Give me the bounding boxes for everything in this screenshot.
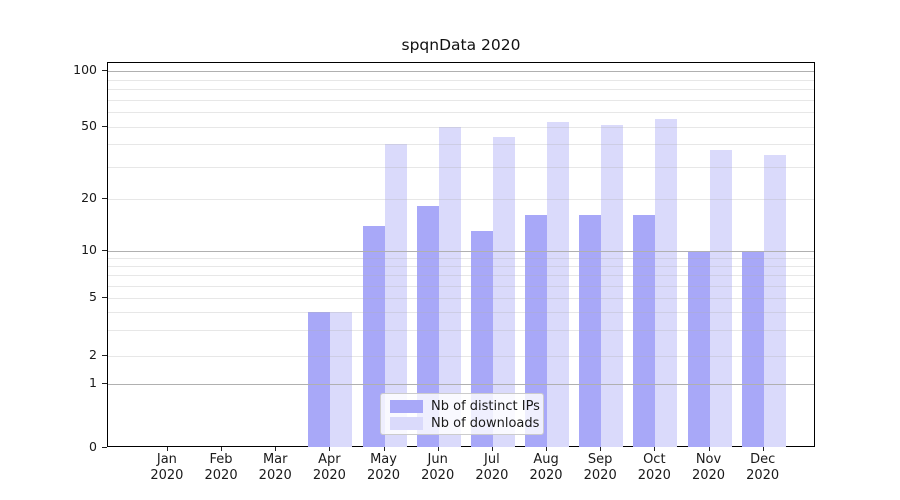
x-tick-mark-nov bbox=[708, 447, 710, 451]
minor-gridline-7 bbox=[108, 275, 814, 277]
bar-downloads bbox=[492, 136, 515, 447]
bar-downloads bbox=[763, 154, 786, 447]
x-tick-mark-jun bbox=[437, 447, 439, 451]
x-tick-label-year: 2020 bbox=[150, 468, 184, 483]
x-tick-label-year: 2020 bbox=[204, 468, 238, 483]
legend: Nb of distinct IPs Nb of downloads bbox=[380, 393, 544, 435]
y-tick-mark-2 bbox=[102, 354, 107, 356]
x-tick-label-feb: Feb 2020 bbox=[191, 452, 251, 484]
x-tick-label-year: 2020 bbox=[366, 468, 401, 483]
x-tick-mark-oct bbox=[654, 447, 656, 451]
y-tick-mark-10 bbox=[102, 250, 107, 251]
legend-swatch-downloads bbox=[390, 417, 423, 430]
x-tick-mark-dec bbox=[762, 447, 764, 451]
bar-distinct-ips bbox=[362, 225, 385, 447]
y-tick-label-100: 100 bbox=[73, 62, 97, 77]
legend-label-downloads: Nb of downloads bbox=[431, 416, 540, 431]
y-tick-label-10: 10 bbox=[81, 242, 97, 257]
x-tick-label-jan: Jan 2020 bbox=[137, 452, 197, 484]
legend-label-distinct-ips: Nb of distinct IPs bbox=[431, 399, 540, 414]
x-tick-label-sep: Sep 2020 bbox=[570, 452, 630, 484]
minor-gridline-50 bbox=[108, 127, 814, 128]
minor-gridline-9 bbox=[108, 258, 814, 260]
y-tick-label-0: 0 bbox=[89, 439, 97, 454]
x-tick-label-year: 2020 bbox=[583, 468, 617, 483]
major-gridline-10 bbox=[108, 251, 814, 252]
x-tick-mark-apr bbox=[329, 447, 331, 451]
legend-entry-distinct-ips: Nb of distinct IPs bbox=[390, 398, 540, 415]
bar-downloads bbox=[384, 144, 407, 447]
x-tick-label-year: 2020 bbox=[529, 468, 563, 483]
x-tick-label-apr: Apr 2020 bbox=[299, 452, 359, 484]
minor-gridline-80 bbox=[108, 89, 814, 91]
bar-distinct-ips bbox=[525, 215, 548, 447]
y-tick-label-2: 2 bbox=[89, 346, 97, 362]
bar-distinct-ips bbox=[416, 206, 439, 447]
minor-gridline-8 bbox=[108, 266, 814, 268]
bar-distinct-ips bbox=[579, 215, 602, 447]
legend-swatch-distinct-ips bbox=[390, 400, 423, 413]
y-tick-label-1: 1 bbox=[89, 375, 97, 390]
bar-downloads bbox=[547, 122, 570, 447]
x-tick-label-nov: Nov 2020 bbox=[679, 452, 739, 484]
x-tick-mark-jan bbox=[166, 447, 168, 451]
minor-gridline-20 bbox=[108, 198, 814, 200]
minor-gridline-40 bbox=[108, 144, 814, 146]
bar-downloads bbox=[438, 127, 461, 447]
minor-gridline-6 bbox=[108, 285, 814, 287]
y-tick-mark-20 bbox=[102, 197, 107, 199]
x-tick-label-may: May 2020 bbox=[354, 452, 414, 484]
y-tick-mark-5 bbox=[102, 297, 107, 298]
x-tick-mark-sep bbox=[600, 447, 602, 451]
x-tick-mark-may bbox=[383, 447, 385, 451]
bar-downloads bbox=[709, 150, 732, 447]
x-tick-label-year: 2020 bbox=[258, 468, 292, 483]
legend-entry-downloads: Nb of downloads bbox=[390, 415, 539, 432]
y-tick-label-20: 20 bbox=[81, 189, 97, 205]
plot-area bbox=[107, 62, 815, 447]
x-tick-label-mar: Mar 2020 bbox=[245, 452, 305, 484]
minor-gridline-5 bbox=[108, 298, 814, 299]
y-tick-mark-1 bbox=[102, 383, 107, 384]
x-tick-label-year: 2020 bbox=[746, 468, 780, 483]
minor-gridline-4 bbox=[108, 312, 814, 313]
x-tick-label-oct: Oct 2020 bbox=[624, 452, 684, 484]
bar-distinct-ips bbox=[633, 215, 656, 447]
y-tick-label-50: 50 bbox=[81, 118, 97, 133]
x-tick-label-year: 2020 bbox=[475, 468, 509, 483]
y-tick-mark-50 bbox=[102, 126, 107, 127]
minor-gridline-3 bbox=[108, 330, 814, 332]
minor-gridline-30 bbox=[108, 166, 814, 168]
x-tick-label-jul: Jul 2020 bbox=[462, 452, 522, 484]
x-tick-mark-aug bbox=[546, 447, 548, 451]
chart-title: spqnData 2020 bbox=[401, 36, 521, 54]
bar-downloads bbox=[601, 125, 624, 447]
bar-downloads bbox=[655, 119, 678, 447]
minor-gridline-60 bbox=[108, 112, 814, 114]
x-tick-label-year: 2020 bbox=[637, 468, 671, 483]
x-tick-label-year: 2020 bbox=[421, 468, 455, 483]
y-tick-mark-0 bbox=[102, 447, 107, 448]
x-tick-mark-feb bbox=[221, 447, 223, 451]
x-tick-label-year: 2020 bbox=[312, 468, 346, 483]
minor-gridline-2 bbox=[108, 355, 814, 357]
major-gridline-1 bbox=[108, 384, 814, 385]
x-tick-label-year: 2020 bbox=[691, 468, 726, 483]
bar-distinct-ips bbox=[308, 312, 331, 447]
major-gridline-100 bbox=[108, 71, 814, 72]
x-tick-mark-mar bbox=[275, 447, 277, 451]
y-tick-mark-100 bbox=[102, 70, 107, 71]
x-tick-mark-jul bbox=[491, 447, 493, 451]
bar-distinct-ips bbox=[741, 251, 764, 447]
minor-gridline-90 bbox=[108, 79, 814, 81]
bar-downloads bbox=[330, 312, 353, 447]
minor-gridline-70 bbox=[108, 99, 814, 101]
bar-distinct-ips bbox=[687, 251, 710, 447]
x-tick-label-jun: Jun 2020 bbox=[408, 452, 468, 484]
x-tick-label-aug: Aug 2020 bbox=[516, 452, 576, 484]
y-tick-label-5: 5 bbox=[89, 289, 97, 304]
x-tick-label-dec: Dec 2020 bbox=[733, 452, 793, 484]
